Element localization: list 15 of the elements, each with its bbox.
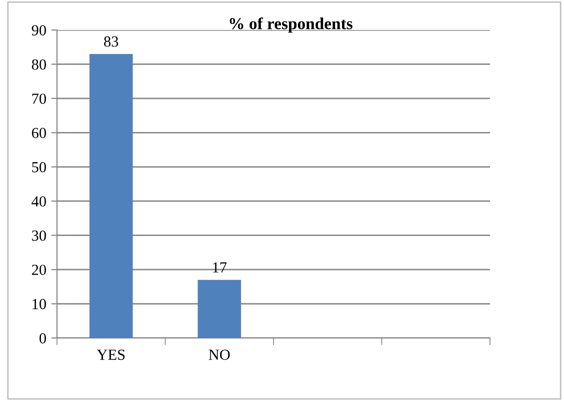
x-tick-label: NO	[208, 350, 230, 360]
y-tick-label: 80	[32, 59, 46, 70]
x-tick-label: YES	[96, 350, 125, 360]
y-tick-label: 10	[32, 298, 46, 310]
y-tick-label: 70	[32, 94, 46, 104]
y-tick-label: 40	[32, 196, 46, 207]
y-tick-label: 30	[32, 230, 46, 241]
y-tick-label: 0	[40, 333, 46, 344]
data-label: 17	[213, 262, 227, 272]
y-tick-label: 50	[32, 162, 46, 172]
y-tick-label: 20	[32, 264, 46, 276]
chart-title: % of respondents	[230, 17, 352, 33]
data-label: 83	[104, 36, 118, 47]
y-tick-label: 90	[32, 25, 46, 36]
y-tick-label: 60	[32, 128, 46, 138]
